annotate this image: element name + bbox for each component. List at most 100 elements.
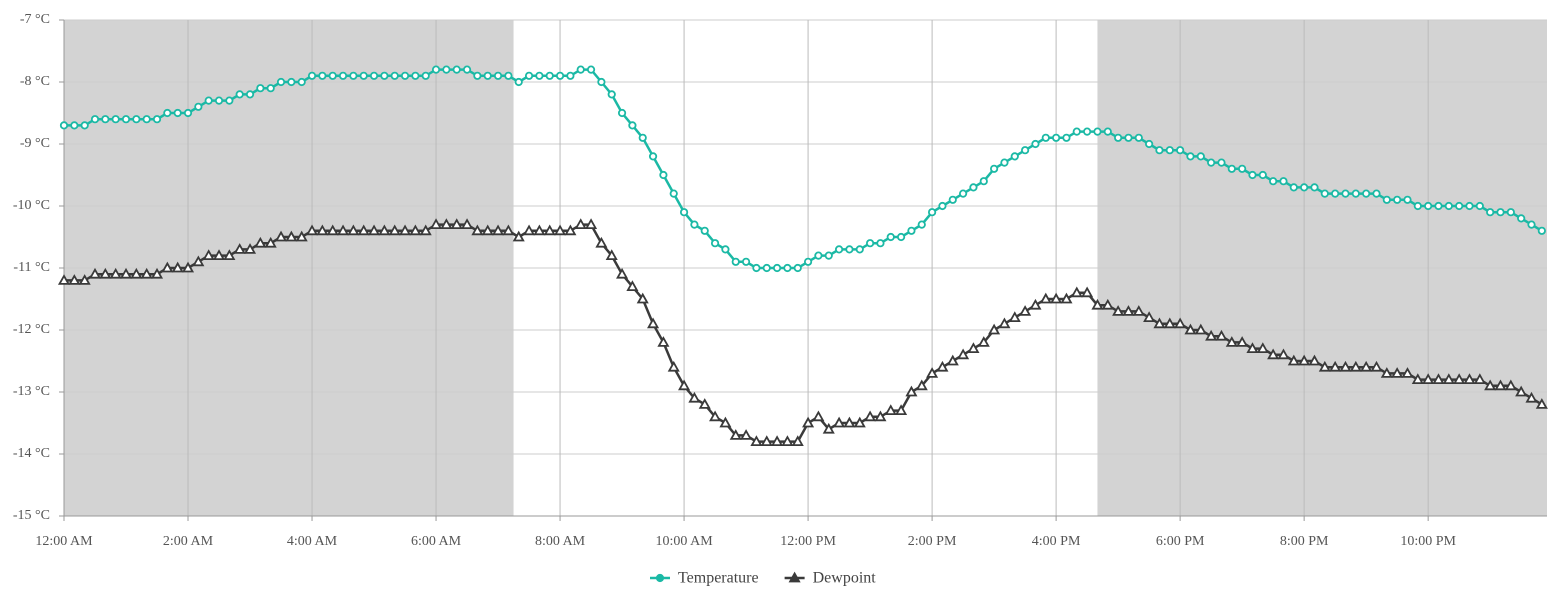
- point: [1535, 398, 1548, 409]
- point: [256, 84, 265, 93]
- point: [1153, 317, 1166, 329]
- point: [99, 267, 112, 279]
- point: [1465, 201, 1474, 211]
- point: [349, 71, 358, 80]
- point: [1196, 152, 1205, 161]
- point: [803, 257, 813, 266]
- point: [752, 263, 761, 273]
- point: [1029, 298, 1042, 310]
- point: [884, 404, 897, 415]
- point: [307, 71, 317, 80]
- point: [926, 367, 939, 378]
- point: [607, 90, 616, 99]
- y-tick-label: -10 °C: [13, 198, 50, 213]
- point: [369, 71, 379, 80]
- point: [1362, 189, 1371, 198]
- point: [1062, 133, 1071, 142]
- point: [285, 230, 298, 242]
- point: [152, 115, 162, 124]
- point: [669, 189, 678, 198]
- point: [595, 236, 608, 248]
- point: [523, 224, 536, 236]
- point: [750, 435, 763, 446]
- point: [1527, 220, 1536, 229]
- point: [1091, 298, 1104, 310]
- point: [462, 65, 472, 74]
- point: [1112, 305, 1125, 316]
- point: [1525, 391, 1538, 403]
- point: [1360, 360, 1373, 372]
- point: [729, 429, 742, 440]
- point: [876, 239, 885, 248]
- point: [1413, 201, 1422, 211]
- legend-item: Dewpoint: [784, 570, 876, 587]
- point: [721, 245, 730, 254]
- point: [1258, 170, 1267, 180]
- point: [1486, 208, 1495, 217]
- point: [223, 249, 236, 260]
- point: [946, 354, 959, 366]
- x-tick-label: 10:00 PM: [1400, 534, 1456, 549]
- point: [183, 108, 193, 118]
- point: [1050, 292, 1063, 304]
- point: [1103, 127, 1112, 136]
- point: [905, 385, 918, 397]
- point: [1496, 208, 1505, 217]
- point: [977, 336, 990, 347]
- point: [161, 261, 174, 273]
- point: [616, 267, 629, 279]
- point: [419, 224, 432, 236]
- point: [915, 379, 928, 391]
- point: [78, 274, 91, 285]
- point: [163, 108, 172, 118]
- point: [1039, 292, 1052, 304]
- point: [359, 71, 368, 80]
- point: [1010, 152, 1019, 161]
- point: [318, 71, 327, 80]
- point: [502, 224, 515, 236]
- point: [760, 435, 773, 446]
- point: [1279, 177, 1288, 186]
- point: [202, 249, 215, 260]
- point: [461, 218, 474, 229]
- point: [1238, 164, 1247, 173]
- point: [173, 108, 182, 118]
- point: [1165, 146, 1174, 155]
- point: [1176, 146, 1185, 155]
- point: [481, 224, 494, 236]
- point: [979, 177, 988, 186]
- point: [254, 236, 267, 248]
- point: [1269, 177, 1278, 186]
- point: [1155, 146, 1164, 155]
- point: [1287, 354, 1300, 366]
- x-tick-label: 8:00 AM: [535, 534, 586, 549]
- point: [266, 84, 275, 93]
- point: [473, 71, 482, 80]
- point: [111, 115, 120, 124]
- point: [235, 90, 244, 99]
- point: [1052, 133, 1061, 142]
- point: [1484, 379, 1497, 391]
- x-tick-label: 4:00 PM: [1032, 534, 1081, 549]
- point: [1442, 373, 1455, 384]
- point: [1424, 201, 1433, 211]
- point: [380, 71, 389, 80]
- point: [564, 224, 577, 236]
- x-tick-label: 12:00 AM: [35, 534, 93, 549]
- point: [1432, 373, 1445, 384]
- legend-label: Temperature: [678, 570, 759, 587]
- point: [709, 410, 722, 422]
- point: [1331, 189, 1340, 198]
- point: [492, 224, 505, 236]
- point: [450, 218, 463, 229]
- point: [411, 71, 420, 80]
- point: [150, 267, 164, 279]
- point: [1434, 201, 1443, 211]
- point: [357, 224, 370, 236]
- point: [388, 224, 401, 236]
- point: [822, 422, 835, 434]
- point: [781, 435, 794, 446]
- point: [990, 164, 999, 173]
- point: [586, 65, 596, 74]
